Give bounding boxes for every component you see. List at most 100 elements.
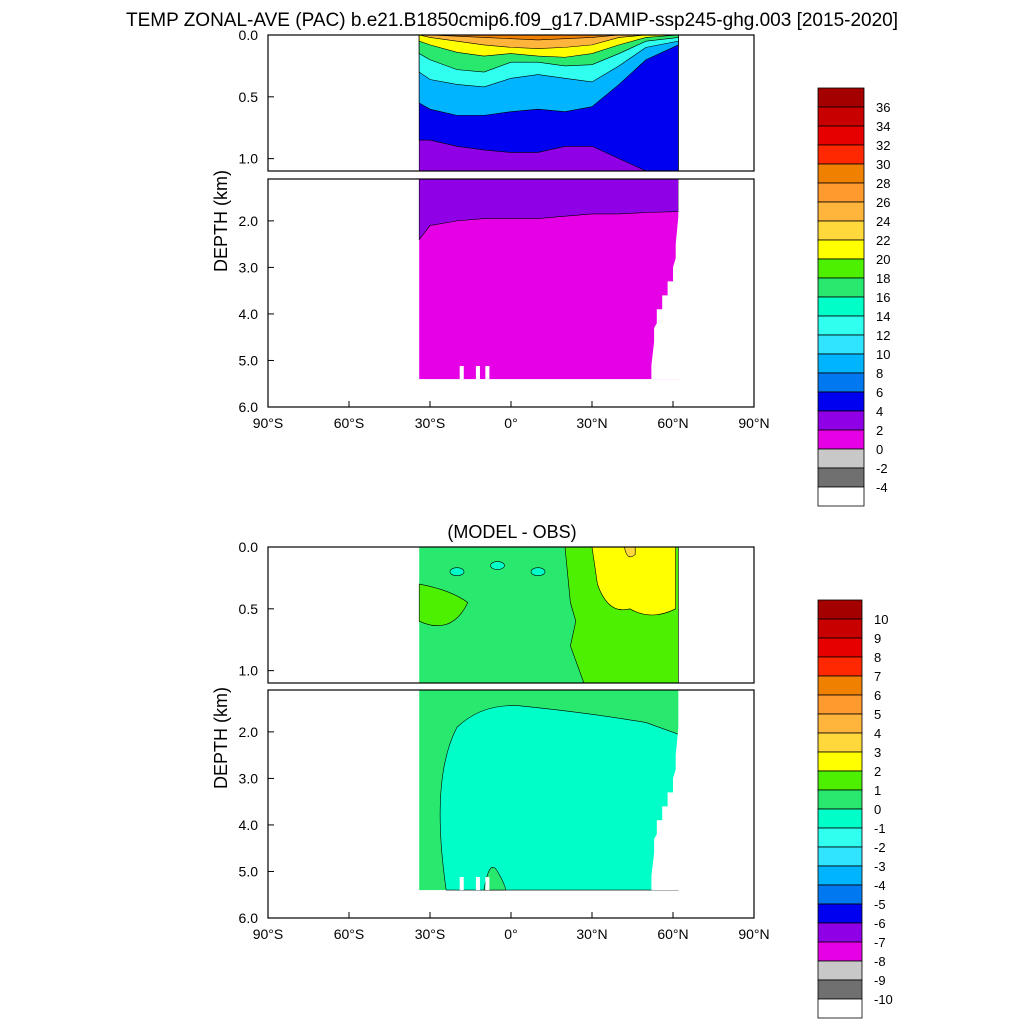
plot-area — [267, 34, 755, 408]
colorbar-swatch — [817, 618, 863, 639]
colorbar-label: 14 — [876, 309, 890, 324]
difference-chart: (MODEL - OBS) 90°S 60°S 30°S 0° 30°N 60°N 90°N… — [211, 522, 893, 1019]
colorbar-swatch — [817, 656, 863, 677]
no-data-mask — [651, 179, 754, 380]
y-tick-label: 2.0 — [239, 724, 259, 740]
y-tick-label: 0.5 — [239, 89, 259, 105]
colorbar-label: -4 — [874, 878, 886, 893]
colorbar-swatch — [817, 884, 863, 905]
anomaly-region — [591, 547, 676, 616]
colorbar-swatch — [817, 941, 863, 962]
y-tick-label: 3.0 — [239, 259, 259, 275]
x-tick-label: 30°S — [415, 926, 446, 942]
colorbar-swatch — [817, 353, 865, 374]
axes: 90°S 60°S 30°S 0° 30°N 60°N 90°N 0.0 0.5 1.0 2.0 3.… — [239, 27, 770, 431]
x-tick-label: 60°N — [657, 926, 688, 942]
y-tick-label: 5.0 — [239, 352, 259, 368]
colorbar-label: 4 — [874, 726, 881, 741]
no-data-mask — [459, 877, 464, 891]
colorbar-swatch — [817, 599, 863, 620]
colorbar-label: 36 — [876, 100, 890, 115]
chart-title: (MODEL - OBS) — [447, 522, 576, 542]
colorbar-label: 10 — [876, 347, 890, 362]
anomaly-region — [449, 567, 465, 577]
colorbar-swatch — [817, 713, 863, 734]
no-data-mask — [485, 366, 490, 380]
x-tick-label: 30°N — [576, 926, 607, 942]
isotherm-band — [418, 179, 679, 241]
temperature-chart: TEMP ZONAL-AVE (PAC) b.e21.B1850cmip6.f0… — [126, 10, 898, 507]
colorbar-swatch — [817, 220, 865, 241]
isotherm-band — [419, 35, 679, 41]
x-tick-label: 60°S — [334, 415, 365, 431]
x-tick-label: 90°S — [253, 926, 284, 942]
no-data-mask — [459, 366, 464, 380]
colorbar-swatch — [817, 201, 865, 222]
colorbar-label: 16 — [876, 290, 890, 305]
colorbar-swatch — [817, 448, 865, 469]
anomaly-region — [418, 583, 469, 627]
colorbar-swatch — [817, 789, 863, 810]
colorbar-swatch — [817, 846, 863, 867]
colorbar-label: 24 — [876, 214, 890, 229]
colorbar-label: -4 — [876, 480, 888, 495]
colorbar-swatch — [817, 87, 865, 108]
colorbar-label: 0 — [876, 442, 883, 457]
colorbar-swatch — [817, 410, 865, 431]
colorbar-swatch — [817, 163, 865, 184]
x-tick-label: 0° — [504, 415, 517, 431]
colorbar-label: 18 — [876, 271, 890, 286]
colorbar-swatch — [817, 960, 863, 981]
y-tick-label: 0.5 — [239, 601, 259, 617]
colorbar-swatch — [817, 106, 865, 127]
y-tick-label: 3.0 — [239, 770, 259, 786]
plot-area — [267, 546, 755, 919]
no-data-mask — [485, 877, 490, 891]
colorbar-label: -5 — [874, 897, 886, 912]
colorbar-label: -3 — [874, 859, 886, 874]
y-tick-label: 4.0 — [239, 306, 259, 322]
colorbar-label: 7 — [874, 669, 881, 684]
colorbar-label: 32 — [876, 138, 890, 153]
x-tick-label: 0° — [504, 926, 517, 942]
y-tick-label: 0.0 — [239, 539, 259, 555]
colorbar-swatch — [817, 998, 863, 1019]
colorbar-label: 4 — [876, 404, 883, 419]
anomaly-region — [439, 705, 679, 891]
colorbar-swatch — [817, 296, 865, 317]
colorbar-swatch — [817, 334, 865, 355]
x-tick-label: 90°N — [738, 926, 769, 942]
colorbar-swatch — [817, 429, 865, 450]
colorbar-label: -2 — [874, 840, 886, 855]
colorbar-swatch — [817, 903, 863, 924]
colorbar-label: 30 — [876, 157, 890, 172]
y-tick-label: 1.0 — [239, 663, 259, 679]
colorbar-swatch — [817, 770, 863, 791]
colorbar-swatch — [817, 694, 863, 715]
anomaly-region — [624, 547, 636, 558]
y-tick-label: 1.0 — [239, 151, 259, 167]
colorbar-swatch — [817, 486, 865, 507]
colorbar-label: 2 — [874, 764, 881, 779]
colorbar-label: 10 — [874, 612, 888, 627]
colorbar-swatch — [817, 808, 863, 829]
no-data-mask — [651, 690, 754, 891]
anomaly-region — [530, 567, 546, 577]
colorbar-label: 6 — [876, 385, 883, 400]
colorbar-label: 6 — [874, 688, 881, 703]
colorbar-swatch — [817, 315, 865, 336]
x-tick-label: 60°N — [657, 415, 688, 431]
x-tick-label: 30°N — [576, 415, 607, 431]
chart-title: TEMP ZONAL-AVE (PAC) b.e21.B1850cmip6.f0… — [126, 10, 898, 31]
colorbar-label: -10 — [874, 992, 893, 1007]
no-data-mask — [475, 366, 480, 380]
colorbar-swatch — [817, 144, 865, 165]
colorbar-swatch — [817, 372, 865, 393]
y-tick-label: 6.0 — [239, 399, 259, 415]
y-tick-label: 2.0 — [239, 213, 259, 229]
axes: 90°S 60°S 30°S 0° 30°N 60°N 90°N 0.0 0.5 1.0 2.0 3.… — [239, 539, 770, 942]
y-tick-label: 4.0 — [239, 817, 259, 833]
colorbar-label: 5 — [874, 707, 881, 722]
